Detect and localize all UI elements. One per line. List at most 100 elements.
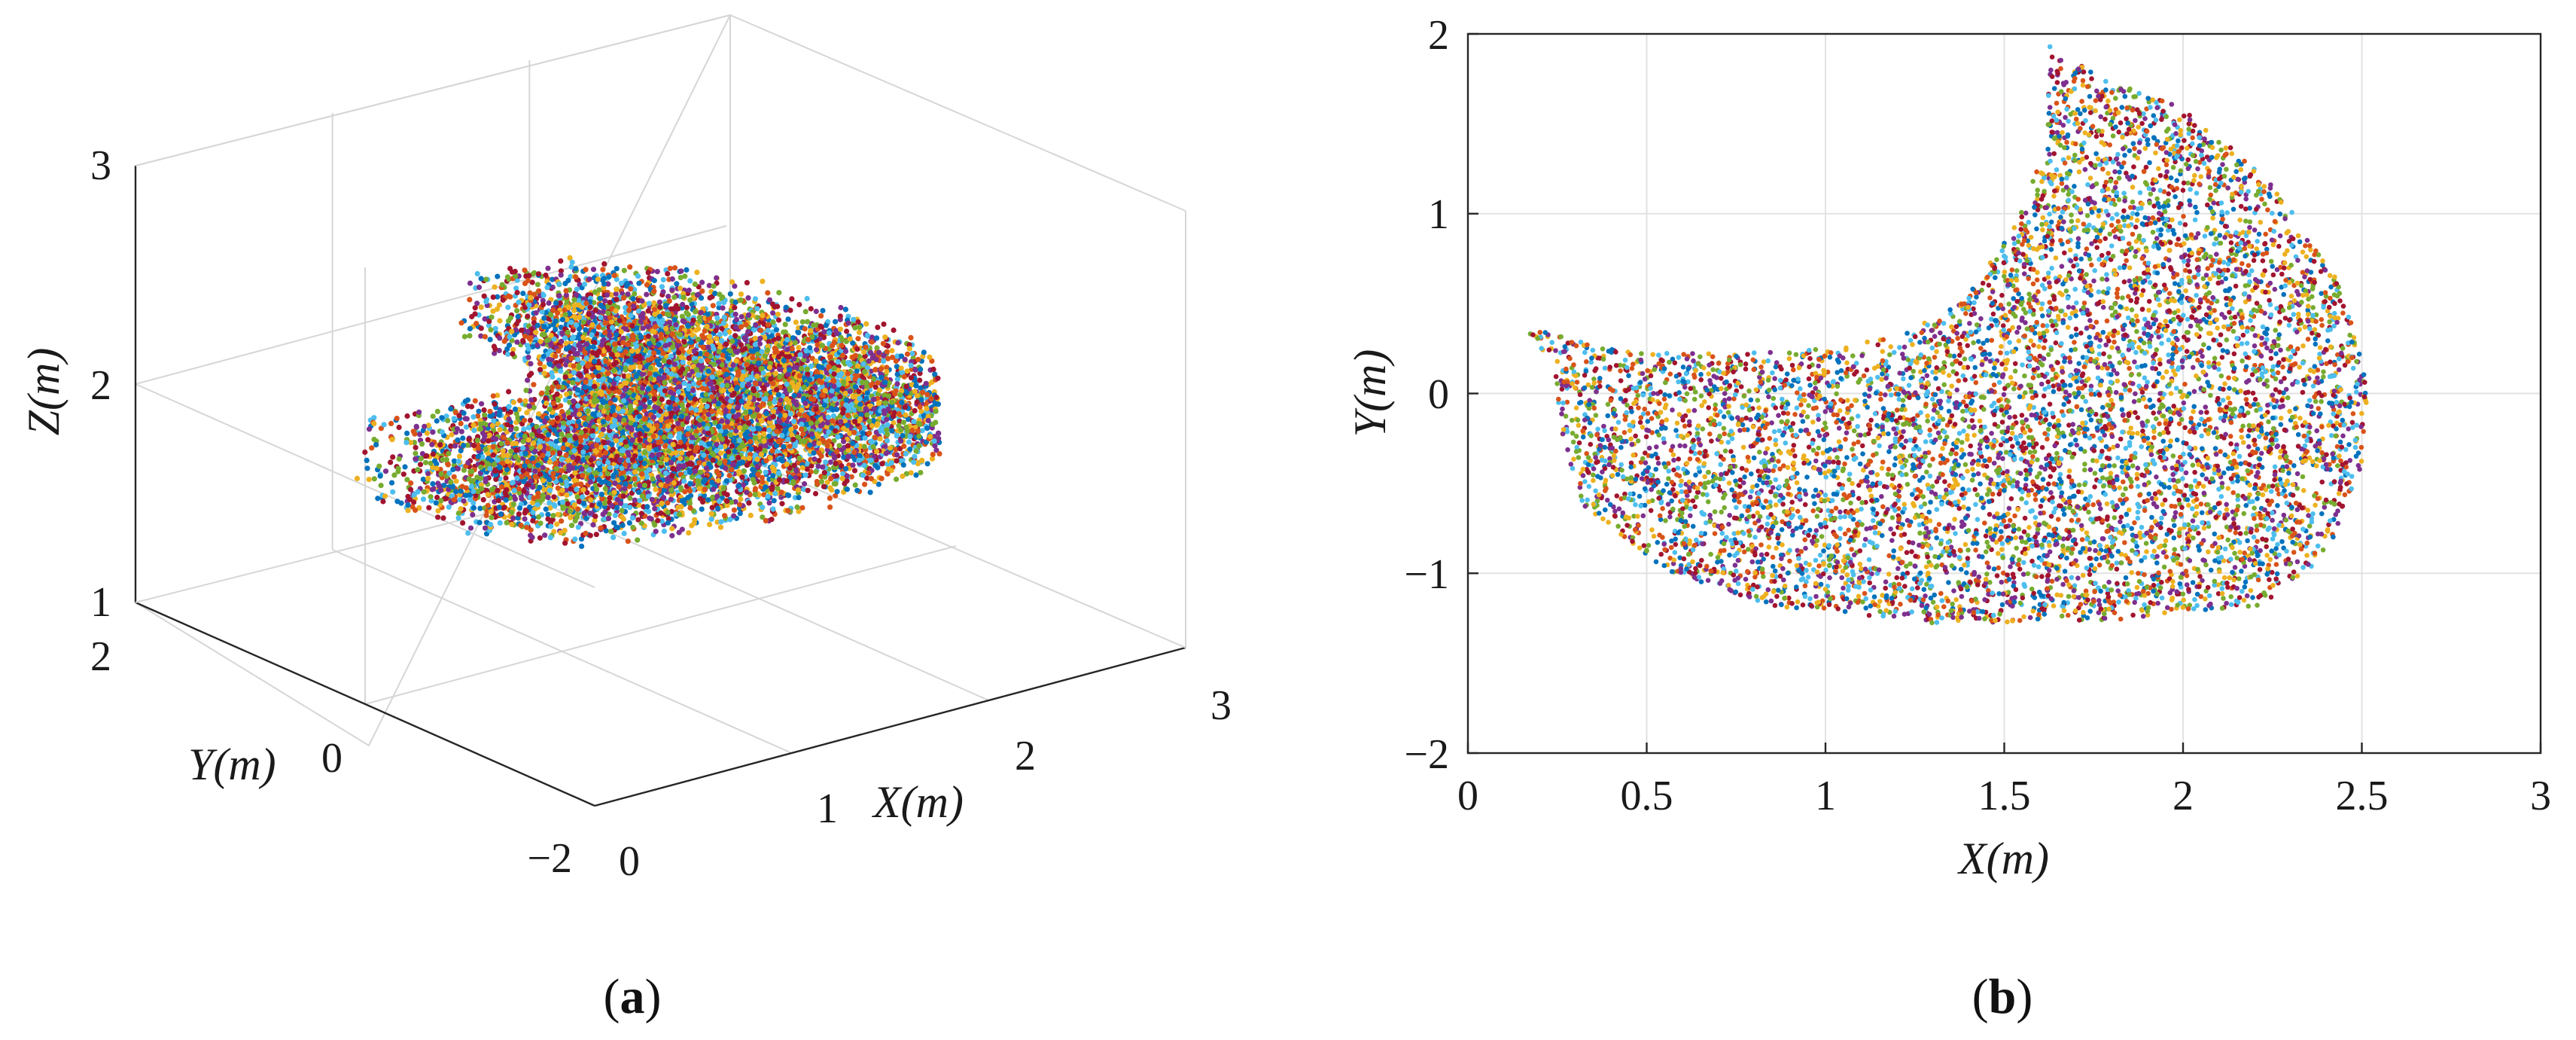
a-point [369,445,375,451]
a-point [793,319,799,325]
a-point [490,444,496,450]
a-point [590,522,596,528]
a-point [863,321,869,327]
a-point [503,475,509,481]
a-point [867,490,873,496]
a-point [779,501,785,507]
a-point [720,305,726,311]
a-point [568,523,575,529]
a-point [821,483,827,490]
a-point [455,515,461,521]
a-point [508,427,514,433]
a-point [851,316,857,322]
a-point [644,282,650,288]
a-point [665,294,671,300]
a-point [908,362,914,368]
a-point [520,291,526,297]
a-point [382,468,389,474]
a-point [426,505,432,511]
a-point [796,301,802,308]
a-point [477,505,483,511]
a-point [714,315,720,321]
a-point [419,441,425,447]
a-point [621,530,627,537]
a-point [708,511,714,517]
a-point [472,398,478,404]
a-back-wall-grid-z [135,225,727,385]
a-point [646,300,652,307]
a-point [420,476,426,483]
a-point [669,526,675,532]
a-point [555,511,561,517]
a-point [375,496,381,502]
a-point [804,295,810,302]
a-point [602,330,608,336]
a-point [917,377,923,383]
a-point [413,423,419,429]
a-point [652,522,658,528]
a-point [627,505,633,511]
a-point [875,325,881,331]
a-point [799,319,805,325]
a-point [757,340,763,347]
a-point [820,307,826,314]
a-point [364,465,370,471]
a-point [526,372,533,379]
a-point [714,275,720,281]
a-point [657,304,663,310]
a-point [501,338,507,344]
a-point [413,507,419,514]
a-point [924,461,930,467]
a-point [894,458,900,464]
a-point [430,429,436,435]
a-point [482,334,489,340]
a-point [523,387,529,394]
a-point [537,535,544,541]
a-point [522,516,528,522]
a-x-axis-line [594,646,1186,807]
a-point [852,482,858,488]
a-point [789,296,795,302]
a-point [480,497,486,503]
a-point [364,457,370,464]
a-point [440,515,446,521]
a-point [731,507,738,513]
a-point [738,496,744,502]
a-point [513,425,519,432]
a-point [694,270,700,276]
a-point [873,448,880,454]
panel-a-3d-scatter: 3 2 1 2 0 −2 0 1 2 3 Z(m) Y(m) X(m) (a) [19,14,1232,1024]
a-point [738,314,744,320]
a-point [574,286,580,292]
a-point [380,499,386,505]
a-point [534,282,541,288]
a-point [614,286,620,292]
a-point [388,420,394,427]
a-point [492,284,498,290]
a-point [855,336,861,342]
a-point [870,444,876,450]
a-point [518,522,524,529]
a-point [453,478,459,484]
a-point [776,290,782,296]
a-point [842,307,848,313]
a-point [893,388,899,394]
a-point [696,459,702,466]
a-gridlines [135,60,989,754]
a-point [602,486,608,492]
a-point [748,512,754,519]
a-point [416,432,423,438]
a-point [679,450,685,456]
a-point [497,318,503,324]
a-point [660,276,666,283]
a-point [590,267,597,273]
a-point [482,412,488,418]
a-point [827,504,833,511]
a-point [625,538,631,544]
a-point [465,530,471,536]
a-point [717,331,723,337]
a-point-cloud [354,255,942,550]
a-point [881,321,887,328]
a-point [354,475,361,482]
